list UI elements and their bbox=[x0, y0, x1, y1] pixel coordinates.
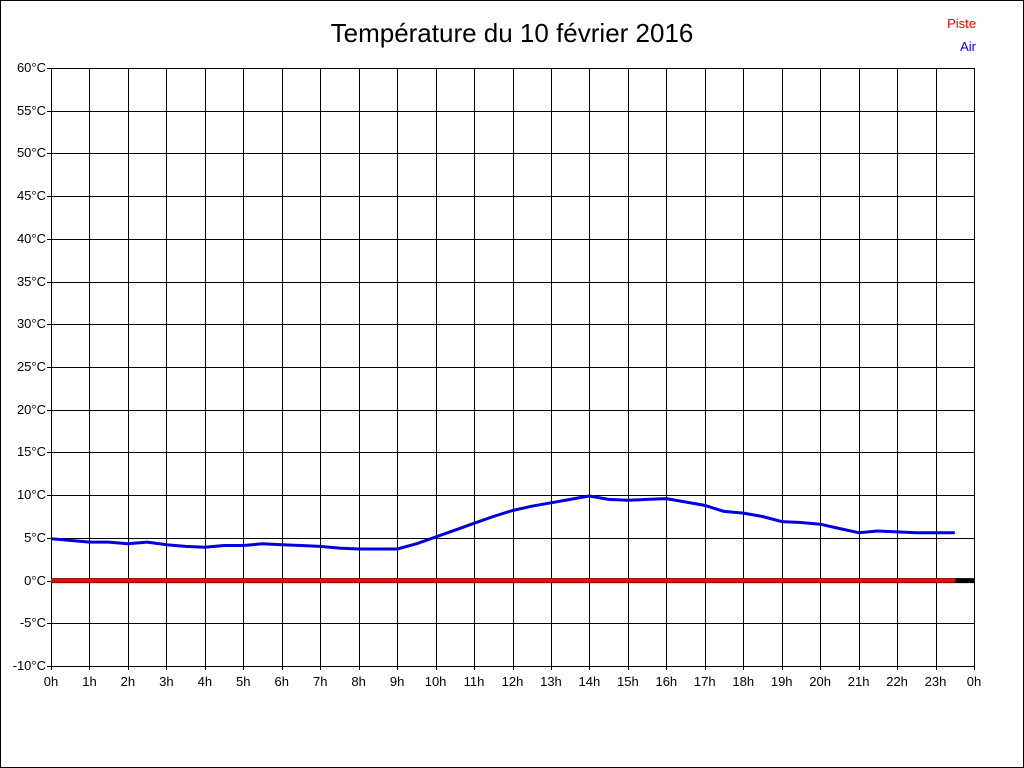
y-tick-label: 20°C bbox=[16, 401, 46, 417]
y-tick-label: 0°C bbox=[24, 572, 46, 588]
y-tick-label: -5°C bbox=[19, 615, 46, 631]
chart-title: Température du 10 février 2016 bbox=[330, 18, 694, 48]
x-tick-label: 0h bbox=[43, 674, 59, 689]
x-tick-label: 15h bbox=[617, 674, 639, 689]
x-tick-label: 21h bbox=[847, 674, 870, 689]
x-tick-label: 5h bbox=[236, 674, 251, 689]
x-tick-label: 0h bbox=[966, 674, 982, 689]
legend-item-piste: Piste bbox=[947, 16, 976, 31]
x-tick-label: 11h bbox=[463, 674, 485, 689]
x-tick-label: 6h bbox=[274, 674, 289, 689]
x-tick-label: 10h bbox=[424, 674, 447, 689]
y-tick-label: -10°C bbox=[12, 658, 46, 673]
x-tick-label: 20h bbox=[809, 674, 831, 689]
x-tick-label: 17h bbox=[693, 674, 716, 689]
x-tick-label: 12h bbox=[501, 674, 524, 689]
legend-item-air: Air bbox=[960, 39, 976, 54]
x-tick-label: 14h bbox=[578, 674, 601, 689]
x-tick-label: 4h bbox=[197, 674, 213, 689]
x-tick-label: 22h bbox=[886, 674, 908, 689]
legend: Piste Air bbox=[947, 12, 976, 58]
y-tick-label: 45°C bbox=[16, 188, 46, 204]
y-tick-label: 5°C bbox=[24, 529, 46, 545]
x-tick-label: 1h bbox=[82, 674, 97, 689]
x-tick-label: 9h bbox=[389, 674, 405, 689]
air-line bbox=[50, 494, 955, 551]
y-tick-label: 55°C bbox=[16, 102, 46, 118]
y-tick-label: 15°C bbox=[16, 444, 46, 460]
y-tick-label: 25°C bbox=[16, 359, 46, 374]
x-tick-label: 23h bbox=[924, 674, 947, 689]
x-tick-label: 18h bbox=[732, 674, 755, 689]
x-tick-label: 19h bbox=[770, 674, 793, 689]
y-tick-label: 40°C bbox=[16, 230, 46, 246]
x-tick-label: 2h bbox=[120, 674, 136, 689]
x-tick-label: 13h bbox=[540, 674, 562, 689]
y-tick-label: 10°C bbox=[16, 487, 46, 503]
y-tick-label: 35°C bbox=[16, 273, 46, 289]
y-tick-label: 50°C bbox=[16, 145, 46, 161]
x-tick-label: 3h bbox=[159, 674, 174, 689]
y-tick-label: 60°C bbox=[16, 60, 46, 75]
plot-area bbox=[47, 68, 975, 670]
x-tick-label: 16h bbox=[655, 674, 678, 689]
x-tick-label: 7h bbox=[312, 674, 328, 689]
y-tick-label: 30°C bbox=[16, 316, 46, 332]
x-tick-label: 8h bbox=[351, 674, 366, 689]
